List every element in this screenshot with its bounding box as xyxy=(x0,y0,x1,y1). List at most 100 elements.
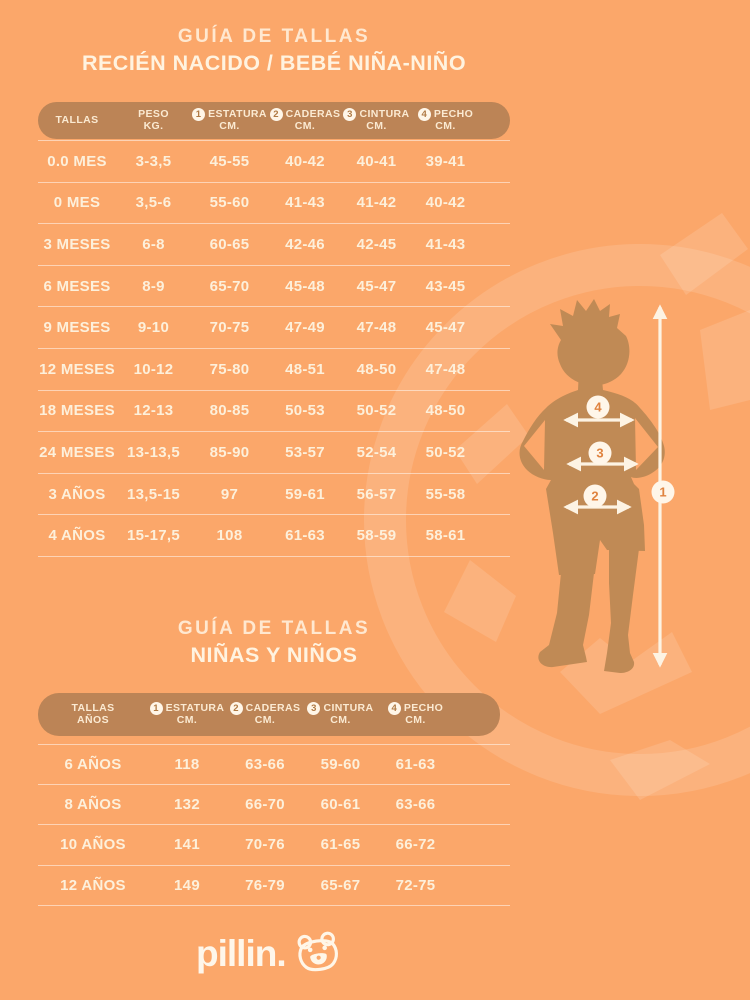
table-cell: 50-53 xyxy=(285,402,325,420)
table-row: 6 MESES 8-9 65-70 45-48 45-47 43-45 xyxy=(38,266,510,308)
column-header: 1 ESTATURA CM. xyxy=(191,108,268,133)
table-cell: 60-61 xyxy=(320,796,361,814)
table-cell: 40-42 xyxy=(425,194,466,212)
column-header-label: PECHO xyxy=(433,108,474,120)
table-cell: 47-49 xyxy=(285,319,325,337)
table-cell: 65-70 xyxy=(209,277,250,295)
table-cell: 132 xyxy=(174,796,200,814)
column-header-label: TALLAS xyxy=(55,113,99,126)
table-row: 9 MESES 9-10 70-75 47-49 47-48 45-47 xyxy=(38,307,510,349)
table-cell: 75-80 xyxy=(209,360,250,378)
measure-number-badge: 2 xyxy=(229,702,243,716)
table-row: 8 AÑOS 132 66-70 60-61 63-66 xyxy=(38,785,510,826)
table-cell: 3 MESES xyxy=(43,235,111,253)
column-header: 3 CINTURA CM. xyxy=(342,108,411,133)
section1-title-top: GUÍA DE TALLAS xyxy=(177,26,371,47)
table-cell: 18 MESES xyxy=(39,402,115,420)
column-header-label: TALLAS xyxy=(71,702,115,714)
hips-badge: 2 xyxy=(591,489,598,504)
table-cell: 8 AÑOS xyxy=(64,796,122,814)
column-header: 2 CADERAS CM. xyxy=(268,108,342,133)
table-cell: 52-54 xyxy=(356,443,397,461)
column-header-unit: CM. xyxy=(405,714,426,727)
waist-badge: 3 xyxy=(596,446,603,461)
table-row: 4 AÑOS 15-17,5 108 61-63 58-59 58-61 xyxy=(38,515,510,557)
column-header-unit: CM. xyxy=(254,714,276,727)
table-cell: 61-63 xyxy=(285,527,325,545)
table-cell: 9-10 xyxy=(137,319,170,337)
table-cell: 55-60 xyxy=(209,194,250,212)
column-header-unit: CM. xyxy=(219,120,240,133)
column-header: 1 ESTATURA CM. xyxy=(148,702,226,727)
table-cell: 63-66 xyxy=(395,796,436,814)
table-cell: 45-47 xyxy=(425,319,466,337)
table-cell: 10 AÑOS xyxy=(60,836,126,854)
table-cell: 6 MESES xyxy=(43,277,111,295)
table-cell: 13,5-15 xyxy=(127,485,180,503)
table1-header-row: TALLAS PESO KG. 1 ESTATURA CM. 2 CADERAS CM. 3 CIN… xyxy=(38,102,510,139)
table-cell: 149 xyxy=(174,876,200,894)
table-row: 12 MESES 10-12 75-80 48-51 48-50 47-48 xyxy=(38,349,510,391)
chest-badge: 4 xyxy=(594,400,602,415)
column-header: TALLAS xyxy=(38,113,116,127)
table-cell: 3-3,5 xyxy=(135,152,172,170)
table2-header-row: TALLAS AÑOS 1 ESTATURA CM. 2 CADERAS CM. 3 CINTUR… xyxy=(38,693,500,736)
table-cell: 41-43 xyxy=(285,194,325,212)
table-cell: 66-72 xyxy=(395,836,436,854)
table-cell: 3 AÑOS xyxy=(48,485,106,503)
table-cell: 3,5-6 xyxy=(135,194,172,212)
table-row: 10 AÑOS 141 70-76 61-65 66-72 xyxy=(38,825,510,866)
table-cell: 58-61 xyxy=(425,527,466,545)
table-cell: 76-79 xyxy=(245,876,285,894)
table-cell: 141 xyxy=(174,836,200,854)
table-cell: 15-17,5 xyxy=(127,527,180,545)
table-cell: 47-48 xyxy=(356,319,397,337)
table-cell: 61-63 xyxy=(395,756,436,774)
table-cell: 42-46 xyxy=(285,235,325,253)
table-cell: 59-61 xyxy=(285,485,325,503)
table-cell: 108 xyxy=(216,527,243,545)
table-row: 0 MES 3,5-6 55-60 41-43 41-42 40-42 xyxy=(38,183,510,225)
table-cell: 40-41 xyxy=(356,152,397,170)
table-cell: 24 MESES xyxy=(39,443,115,461)
column-header-label: ESTATURA xyxy=(165,702,225,714)
measure-number-badge: 1 xyxy=(149,702,163,716)
brand-wordmark: pillin. xyxy=(196,932,287,974)
table-cell: 13-13,5 xyxy=(127,443,180,461)
section2-title-top: GUÍA DE TALLAS xyxy=(177,618,371,639)
table1-body: 0.0 MES 3-3,5 45-55 40-42 40-41 39-41 0 MES 3,5… xyxy=(38,140,510,557)
table-cell: 42-45 xyxy=(356,235,397,253)
table-cell: 43-45 xyxy=(425,277,466,295)
table-cell: 10-12 xyxy=(133,360,174,378)
measure-number-badge: 3 xyxy=(343,108,357,122)
table-cell: 4 AÑOS xyxy=(48,527,106,545)
table-cell: 12-13 xyxy=(133,402,174,420)
table-cell: 118 xyxy=(174,756,200,774)
table-cell: 8-9 xyxy=(142,277,165,295)
measure-number-badge: 3 xyxy=(307,702,321,716)
column-header-label: PESO xyxy=(138,108,169,120)
column-header-unit: AÑOS xyxy=(77,713,109,726)
table-cell: 39-41 xyxy=(425,152,466,170)
table-row: 6 AÑOS 118 63-66 59-60 61-63 xyxy=(38,745,510,786)
table-cell: 6-8 xyxy=(142,235,165,253)
table-cell: 12 MESES xyxy=(39,360,115,378)
column-header-label: CADERAS xyxy=(285,108,341,120)
bear-icon xyxy=(297,931,338,972)
column-header-unit: CM. xyxy=(294,120,316,133)
column-header: PESO KG. xyxy=(116,108,191,132)
table-row: 3 MESES 6-8 60-65 42-46 42-45 41-43 xyxy=(38,224,510,266)
table-cell: 41-43 xyxy=(425,235,466,253)
child-silhouette-figure: 4 3 2 1 xyxy=(519,299,675,673)
table-cell: 50-52 xyxy=(356,402,397,420)
table-cell: 50-52 xyxy=(425,443,466,461)
section2-title: GUÍA DE TALLAS NIÑAS Y NIÑOS xyxy=(38,618,510,668)
table-cell: 0 MES xyxy=(53,194,101,212)
measurement-badges: 4 3 2 1 xyxy=(583,395,675,508)
column-header-label: CINTURA xyxy=(323,702,374,714)
column-header-label: CADERAS xyxy=(245,702,301,714)
table-cell: 55-58 xyxy=(425,485,466,503)
table-row: 0.0 MES 3-3,5 45-55 40-42 40-41 39-41 xyxy=(38,141,510,183)
table-cell: 80-85 xyxy=(209,402,250,420)
table-cell: 61-65 xyxy=(320,836,361,854)
